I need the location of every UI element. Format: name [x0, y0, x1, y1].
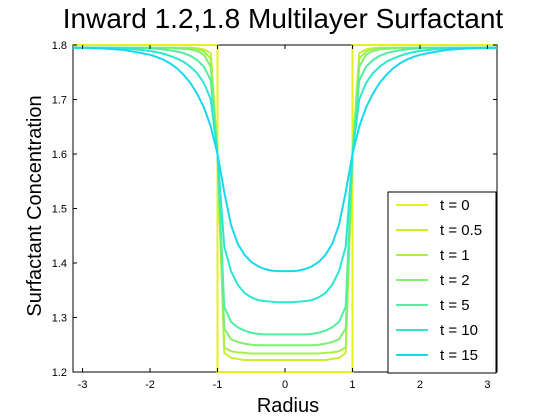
series-line-4	[73, 46, 497, 336]
legend-label-2: t = 1	[440, 247, 470, 264]
legend-label-4: t = 5	[440, 297, 470, 314]
legend-label-6: t = 15	[440, 347, 478, 364]
legend-label-3: t = 2	[440, 272, 470, 289]
legend-box	[387, 191, 497, 374]
y-tick-label: 1.8	[52, 40, 67, 52]
y-tick-label: 1.2	[52, 367, 67, 379]
y-axis-label: Surfactant Concentration	[24, 95, 46, 316]
legend-label-1: t = 0.5	[440, 222, 482, 239]
x-tick-label: -3	[78, 379, 88, 391]
y-tick-label: 1.4	[52, 258, 67, 270]
x-tick-label: -2	[145, 379, 155, 391]
x-tick-label: -1	[213, 379, 223, 391]
y-tick-label: 1.5	[52, 204, 67, 216]
series-line-6	[73, 46, 497, 273]
legend-label-5: t = 10	[440, 322, 478, 339]
series-layer	[73, 44, 497, 373]
x-tick-label: 2	[417, 379, 423, 391]
legend-items: t = 0 t = 0.5 t = 1 t = 2 t = 5 t = 10 t = 15	[396, 197, 482, 364]
legend-label-0: t = 0	[440, 197, 470, 214]
series-line-3	[73, 46, 497, 347]
x-tick-label: 3	[484, 379, 490, 391]
series-line-5	[73, 46, 497, 304]
chart-title: Inward 1.2,1.8 Multilayer Surfactant	[63, 3, 504, 34]
x-axis-label: Radius	[257, 395, 319, 417]
x-tick-label: 0	[282, 379, 288, 391]
y-tick-label: 1.3	[52, 313, 67, 325]
y-tick-label: 1.7	[52, 95, 67, 107]
legend: t = 0 t = 0.5 t = 1 t = 2 t = 5 t = 10 t = 15	[387, 191, 497, 374]
x-tick-label: 1	[349, 379, 355, 391]
y-tick-label: 1.6	[52, 149, 67, 161]
tick-layer: -3 -2 -1 0 1 2 3 1.2 1.3 1.4 1.5 1.6 1.7 1.8	[52, 40, 497, 391]
